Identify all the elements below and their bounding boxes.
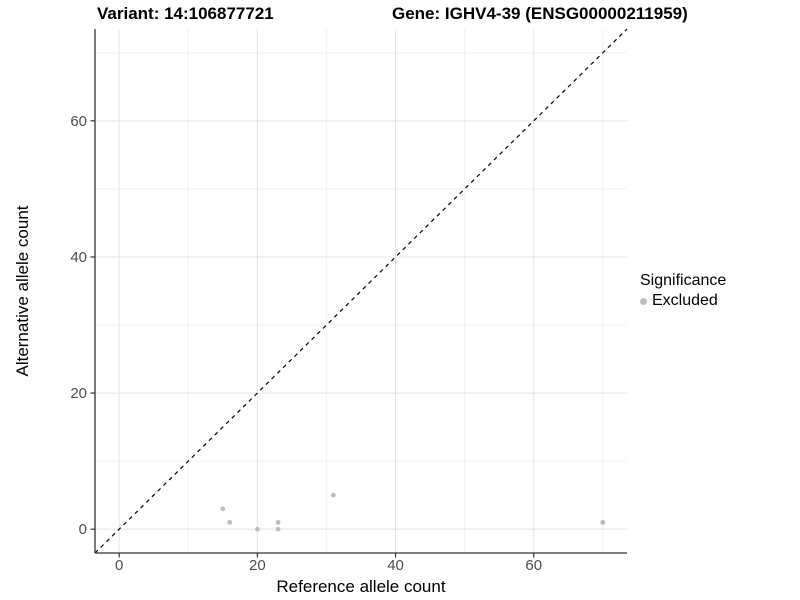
- x-axis-title: Reference allele count: [276, 577, 446, 596]
- y-tick-label: 0: [79, 521, 87, 538]
- data-point: [220, 506, 226, 512]
- plot-title-variant: Variant: 14:106877721: [97, 4, 274, 23]
- data-point: [227, 519, 233, 525]
- plot-title-gene: Gene: IGHV4-39 (ENSG00000211959): [392, 4, 688, 23]
- y-axis-title: Alternative allele count: [13, 205, 32, 377]
- y-tick-label: 20: [70, 385, 87, 402]
- legend-item-label: Excluded: [652, 292, 718, 309]
- legend-title: Significance: [640, 272, 727, 289]
- legend-point-icon: [640, 297, 647, 305]
- y-tick-label: 60: [70, 113, 87, 130]
- data-point: [275, 526, 281, 532]
- identity-line: [94, 28, 628, 554]
- data-point: [254, 526, 260, 532]
- legend-item-excluded: Excluded: [640, 292, 726, 310]
- x-tick-label: 60: [525, 557, 542, 574]
- data-point: [275, 519, 281, 525]
- data-point: [600, 519, 606, 525]
- y-tick-label: 40: [70, 249, 87, 266]
- legend: Significance Excluded: [640, 272, 726, 310]
- x-tick-label: 20: [249, 557, 266, 574]
- x-tick-label: 0: [115, 557, 123, 574]
- data-point: [330, 492, 336, 498]
- x-tick-label: 40: [387, 557, 404, 574]
